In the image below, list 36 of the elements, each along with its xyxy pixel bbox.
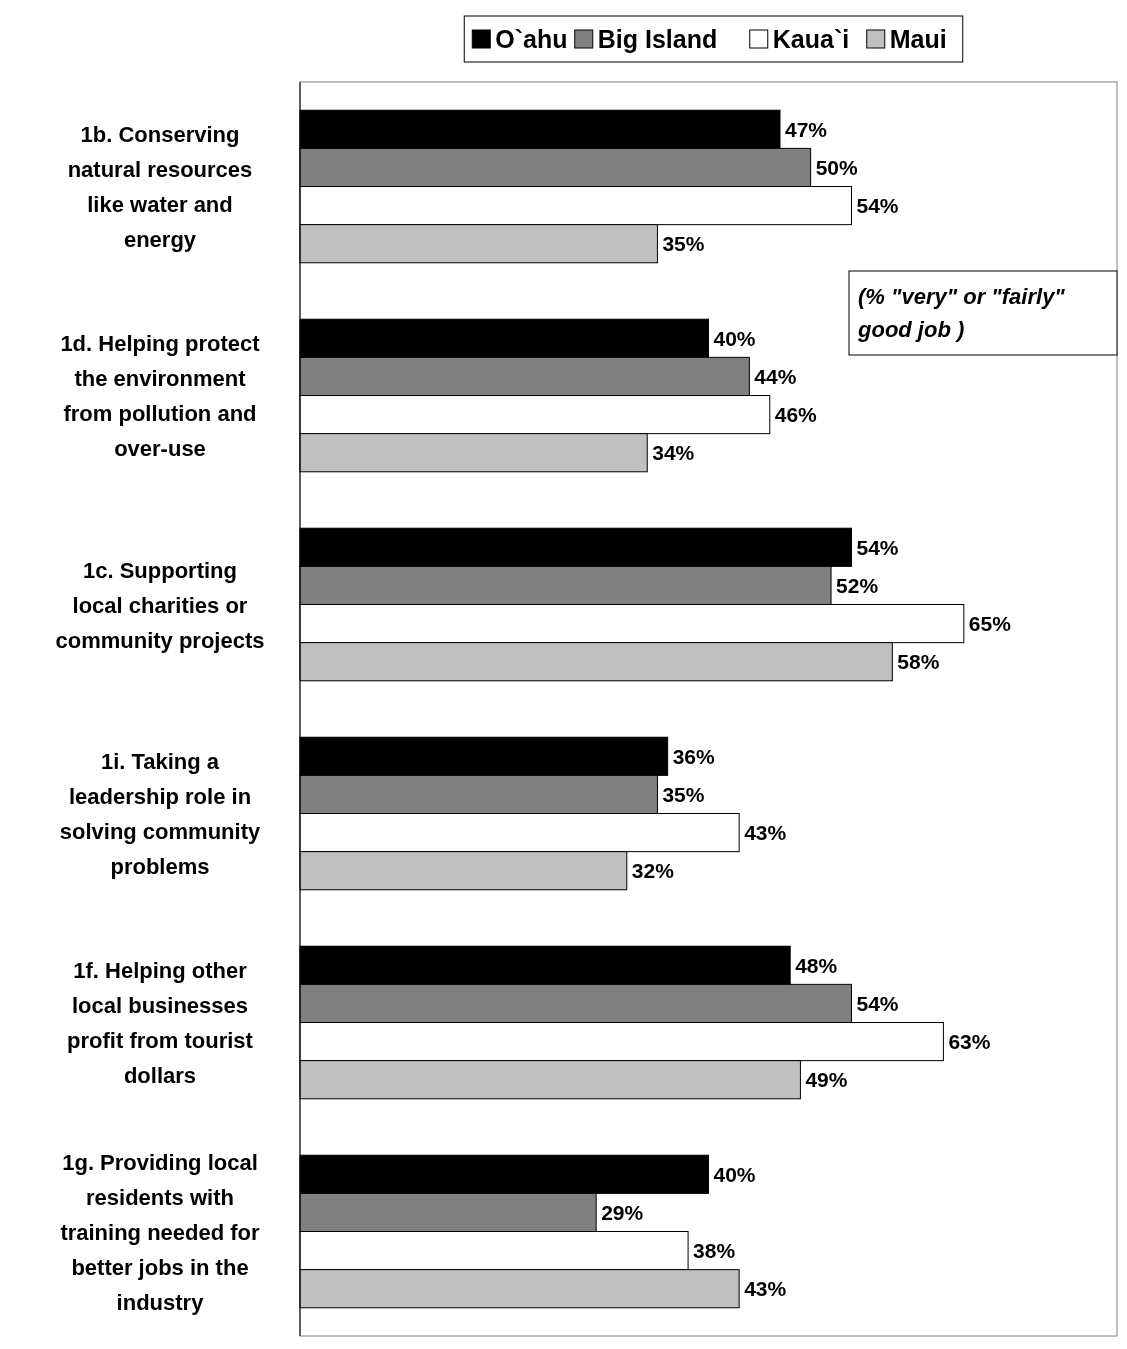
data-label: 38% xyxy=(693,1239,736,1263)
legend-label: Maui xyxy=(889,25,947,53)
data-label: 44% xyxy=(754,364,797,388)
y-tick-label: 1d. Helping protect the environment from pollution and over-use xyxy=(60,330,261,461)
data-label: 63% xyxy=(948,1030,991,1054)
legend-label: Big Island xyxy=(597,25,718,53)
data-label: 46% xyxy=(774,403,818,427)
data-label: 58% xyxy=(897,650,940,674)
data-label: 43% xyxy=(744,1277,787,1301)
data-label: 54% xyxy=(856,535,899,559)
data-label: 54% xyxy=(856,194,899,218)
data-label: 50% xyxy=(815,155,858,179)
note-box: (% "very" or "fairly" good job ) xyxy=(848,270,1118,356)
annotation: (% "very" or "fairly" good job ) xyxy=(857,283,1066,342)
data-label: 43% xyxy=(744,821,787,845)
data-label: 32% xyxy=(631,859,675,883)
data-label: 40% xyxy=(713,326,756,350)
y-tick-label: 1b. Conserving natural resources like water and energy xyxy=(67,121,253,252)
data-label: 65% xyxy=(968,612,1012,636)
legend-label: Kaua`i xyxy=(772,25,850,53)
data-label: 35% xyxy=(662,782,705,806)
data-label: 52% xyxy=(836,573,879,597)
legend-label: O`ahu xyxy=(495,25,568,53)
data-label: 49% xyxy=(805,1068,848,1092)
data-label: 54% xyxy=(856,991,899,1015)
data-label: 34% xyxy=(652,441,695,465)
y-tick-label: 1i. Taking a leadership role in solving community problems xyxy=(59,748,261,879)
data-label: 35% xyxy=(662,232,705,256)
data-label: 40% xyxy=(713,1162,756,1186)
data-label: 47% xyxy=(784,117,828,141)
y-tick-label: 1f. Helping other local businesses profit from tourist dollars xyxy=(67,957,254,1088)
y-tick-label: 1g. Providing local residents with training needed for better jobs in the industry xyxy=(60,1149,261,1314)
y-tick-label: 1c. Supporting local charities or community projects xyxy=(55,557,265,652)
data-label: 48% xyxy=(795,953,838,977)
data-label: 29% xyxy=(601,1200,644,1224)
data-label: 36% xyxy=(672,744,716,768)
